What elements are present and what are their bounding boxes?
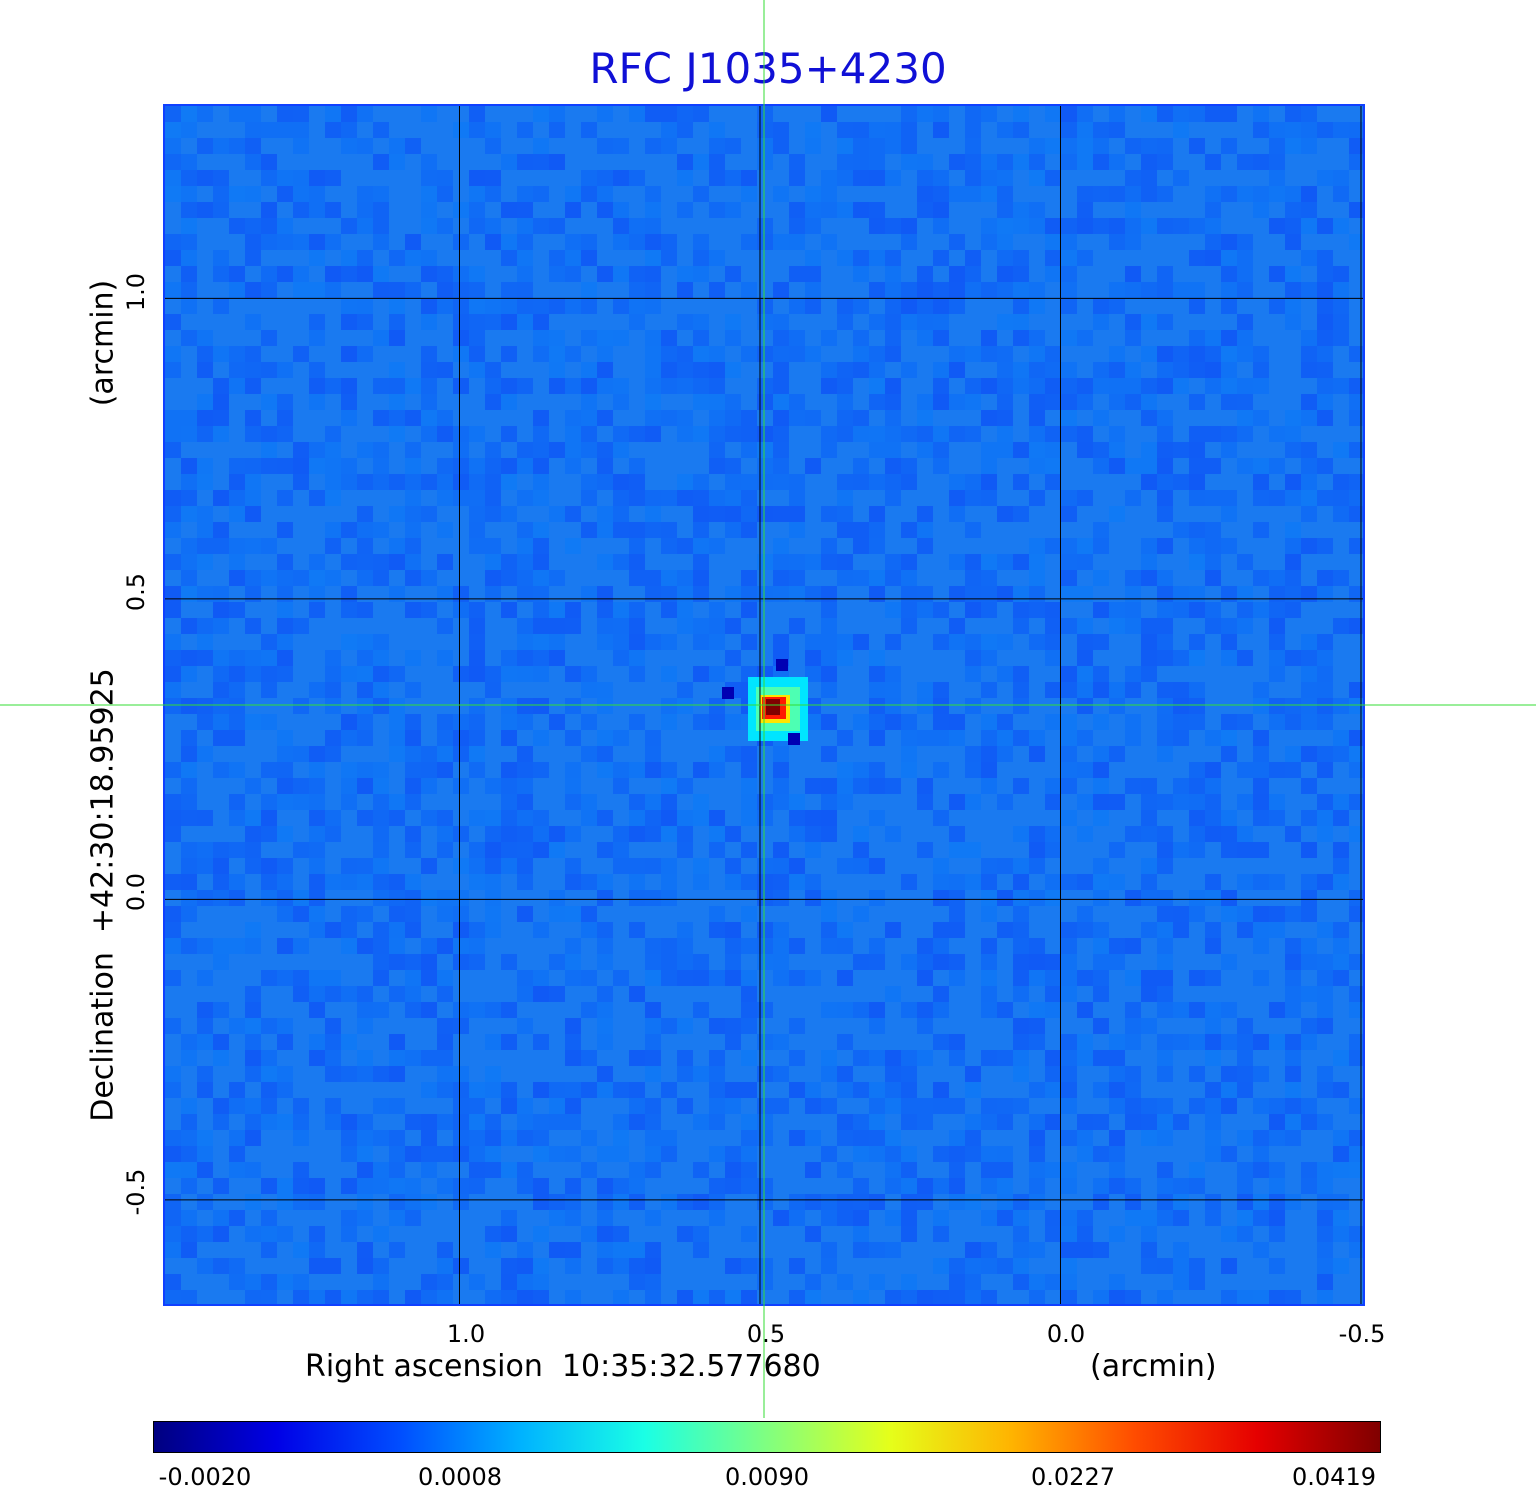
x-tick-label: 0.5: [746, 1320, 786, 1348]
colorbar: [153, 1421, 1381, 1453]
x-tick-label: 0.0: [1046, 1320, 1086, 1348]
x-axis-unit: (arcmin): [1090, 1349, 1217, 1384]
y-tick-label: -0.5: [122, 1168, 150, 1216]
y-axis-label: Declination +42:30:18.95925: [85, 668, 121, 1122]
source-peak: [722, 659, 808, 745]
map-plot-area[interactable]: [163, 104, 1365, 1306]
x-axis-label: Right ascension 10:35:32.577680: [305, 1349, 821, 1384]
y-tick-label: 1.0: [122, 272, 150, 312]
colorbar-tick-label: 0.0419: [1292, 1463, 1376, 1491]
colorbar-tick-label: 0.0008: [418, 1463, 502, 1491]
chart-title: RFC J1035+4230: [589, 44, 947, 93]
y-axis-unit: (arcmin): [85, 279, 121, 407]
noise-texture: [165, 106, 1363, 1304]
y-tick-label: 0.5: [122, 572, 150, 612]
colorbar-tick-label: 0.0090: [725, 1463, 809, 1491]
colorbar-tick-label: -0.0020: [158, 1463, 252, 1491]
x-tick-label: -0.5: [1338, 1320, 1386, 1348]
colorbar-tick-label: 0.0227: [1031, 1463, 1115, 1491]
y-tick-label: 0.0: [122, 872, 150, 912]
intensity-map: [165, 106, 1363, 1304]
x-tick-label: 1.0: [446, 1320, 486, 1348]
